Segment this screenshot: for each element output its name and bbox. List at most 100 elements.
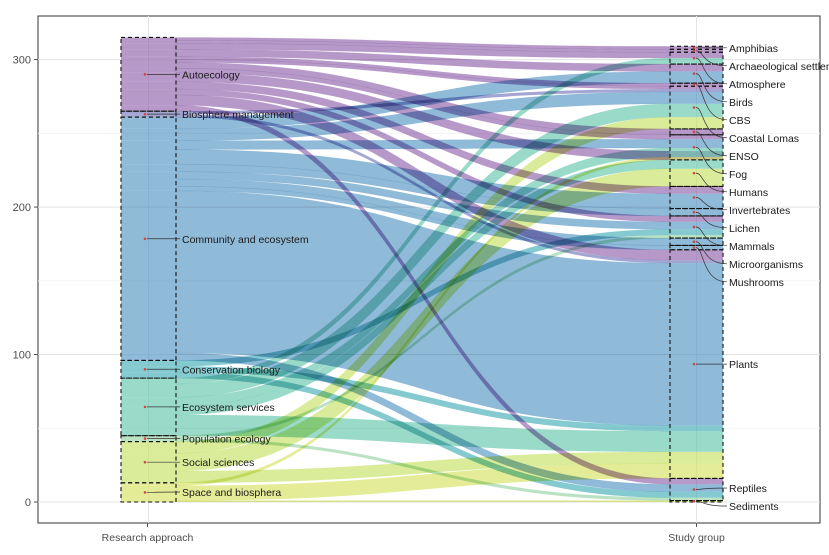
leader-line [695, 146, 728, 175]
leader-line [695, 50, 728, 67]
left-stratum-fill [121, 56, 176, 60]
left-stratum-fill [121, 360, 176, 367]
leader-dot [143, 73, 147, 76]
right-stratum-fill [670, 89, 723, 93]
left-stratum-fill [121, 171, 176, 180]
leader-dot [143, 405, 147, 409]
leader-line [695, 197, 728, 211]
label-birds: Birds [729, 97, 753, 109]
right-stratum-fill [670, 159, 723, 169]
leader-line [695, 500, 728, 507]
y-tick-label: 300 [13, 55, 31, 67]
label-sediments: Sediments [729, 501, 779, 513]
right-stratum-fill [670, 148, 723, 157]
right-stratum-fill [670, 71, 723, 84]
right-stratum-fill [670, 463, 723, 479]
stratum-microorganisms [669, 237, 724, 246]
left-stratum-fill [121, 89, 176, 95]
stratum-atmosphere [669, 51, 724, 65]
label-leaders [143, 46, 728, 507]
label-space-and-biosphera: Space and biosphera [182, 487, 281, 499]
label-coastal-lomas: Coastal Lomas [729, 133, 799, 145]
right-stratum-fill [670, 193, 723, 209]
left-stratum-fill [121, 179, 176, 187]
right-stratum-fill [670, 52, 723, 59]
leader-dot [143, 237, 147, 241]
x-axis-label: Study group [668, 532, 725, 544]
stratum-invertebrates [669, 185, 724, 210]
leader-line [695, 172, 728, 193]
label-fog: Fog [729, 169, 747, 181]
right-stratum-fill [670, 221, 723, 230]
left-stratum-fill [121, 435, 176, 439]
leader-dot [692, 196, 696, 199]
left-stratum-fill [121, 62, 176, 69]
label-cbs: CBS [729, 115, 751, 127]
left-stratum-fill [121, 397, 176, 407]
left-stratum-fill [121, 482, 176, 486]
leader-line [695, 131, 728, 157]
right-stratum-fill [670, 451, 723, 464]
stratum-plants [669, 249, 724, 479]
right-stratum-fill [670, 229, 723, 236]
left-stratum-fill [121, 384, 176, 398]
x-axis-label: Research approach [102, 532, 194, 544]
leader-dot [692, 488, 696, 491]
right-stratum-fill [670, 64, 723, 72]
right-stratum-fill [670, 491, 723, 498]
node-labels: Autoecology Biosphere management Community… [182, 43, 829, 513]
stratum-lichen [669, 207, 724, 217]
left-stratum-fill [121, 500, 176, 502]
left-stratum-fill [121, 186, 176, 191]
right-stratum-fill [670, 431, 723, 452]
label-conservation-biology: Conservation biology [182, 364, 281, 376]
leader-line [695, 84, 728, 121]
left-stratum-fill [121, 378, 176, 385]
label-population-ecology: Population ecology [182, 434, 271, 446]
right-stratum-fill [670, 425, 723, 432]
left-stratum-fill [121, 441, 176, 454]
stratum-mushrooms [669, 244, 724, 251]
leader-dot [143, 112, 147, 116]
right-stratum-fill [670, 186, 723, 194]
left-stratum-fill [121, 372, 176, 379]
stratum-coastal-lomas [669, 85, 724, 130]
label-plants: Plants [729, 359, 758, 371]
stratum-fog [669, 134, 724, 161]
leader-dot [692, 362, 696, 366]
stratum-mammals [669, 215, 724, 239]
label-reptiles: Reptiles [729, 483, 767, 495]
leader-line [695, 57, 728, 85]
right-stratum-fill [670, 249, 723, 261]
stratum-reptiles [669, 477, 724, 502]
right-stratum-fill [670, 263, 723, 426]
leader-dot [692, 499, 696, 503]
left-stratum-fill [121, 105, 176, 112]
label-invertebrates: Invertebrates [729, 205, 790, 217]
left-stratum-fill [121, 164, 176, 172]
label-ecosystem-services: Ecosystem services [182, 402, 275, 414]
left-stratum-fill [121, 37, 176, 41]
label-mushrooms: Mushrooms [729, 277, 784, 289]
y-tick-label: 200 [13, 202, 31, 214]
leader-dot [143, 437, 147, 440]
left-stratum-fill [121, 353, 176, 361]
leader-line [695, 73, 728, 103]
x-axis: Research approach Study group [102, 523, 725, 544]
leader-dot [692, 72, 696, 75]
flows [121, 37, 723, 503]
leader-dot [692, 246, 696, 249]
leader-dot [692, 46, 696, 50]
label-amphibias: Amphibias [729, 43, 778, 55]
stratum-enso [669, 128, 724, 136]
stratum-social-sciences [120, 440, 177, 484]
right-stratum-fill [670, 260, 723, 264]
right-stratum-fill [670, 484, 723, 492]
label-autoecology: Autoecology [182, 69, 241, 81]
label-microorganisms: Microorganisms [729, 259, 803, 271]
left-stratum-fill [121, 94, 176, 106]
leader-dot [692, 146, 696, 149]
left-stratum-fill [121, 68, 176, 73]
leader-line [695, 107, 728, 139]
y-tick-label: 0 [25, 497, 31, 509]
